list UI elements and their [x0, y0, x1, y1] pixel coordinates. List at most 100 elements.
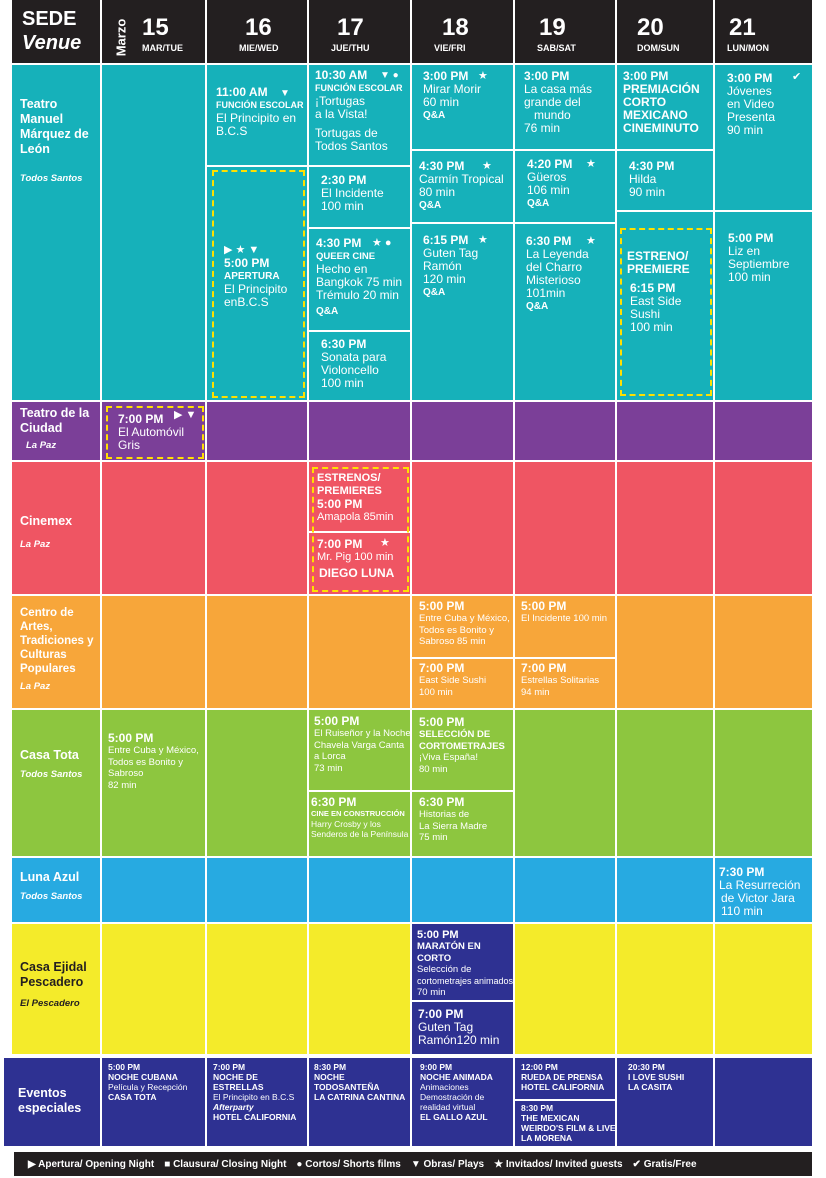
venue-ejidal: Casa Ejidal Pescadero El Pescadero	[12, 924, 102, 1056]
event[interactable]: 6:30 PM CINE EN CONSTRUCCIÓN Harry Crosb…	[311, 795, 412, 839]
venue-cinemex: Cinemex La Paz	[12, 462, 102, 596]
star-icon: ★	[478, 234, 488, 246]
event[interactable]: 5:00 PM MARATÓN EN CORTO Selección de co…	[417, 929, 515, 999]
event[interactable]: 8:30 PM THE MEXICAN WEIRDO'S FILM & LIVE…	[521, 1103, 617, 1143]
divider	[515, 149, 617, 151]
cell-centro-19	[515, 596, 617, 710]
venue-label: Venue	[22, 32, 82, 54]
event-time: 6:30 PM	[311, 795, 357, 809]
event-line: La Sierra Madre	[419, 820, 488, 832]
event-line: MEXICANO	[623, 108, 688, 122]
event-line: Chavela Varga Canta	[314, 739, 405, 751]
star-icon: ★	[586, 158, 596, 170]
event[interactable]: 5:00 PM El Ruiseñor y la Noche Chavela V…	[314, 714, 412, 774]
event[interactable]: 3:00 PM Jóvenes en Video Presenta 90 min	[727, 72, 811, 137]
event[interactable]: 10:30 AM FUNCIÓN ESCOLAR ¡Tortugas a la …	[315, 69, 411, 153]
event[interactable]: 6:15 PM Guten Tag Ramón 120 min Q&A	[423, 234, 513, 299]
event[interactable]: 4:30 PM Carmín Tropical 80 min Q&A	[419, 160, 514, 212]
event-line: PREMIERES	[317, 485, 382, 497]
event-line: 100 min	[630, 320, 673, 334]
event[interactable]: 7:00 PM Estrellas Solitarias 94 min	[521, 662, 617, 698]
legend-label: Obras/ Plays	[423, 1158, 485, 1170]
event[interactable]: 7:30 PM La Resurreción de Victor Jara 11…	[719, 866, 812, 918]
event[interactable]: 5:00 PM SELECCIÓN DE CORTOMETRAJES ¡Viva…	[419, 715, 515, 775]
event[interactable]: 3:00 PM Mirar Morir 60 min Q&A	[423, 70, 513, 122]
event[interactable]: 5:00 PM Liz en Septiembre 100 min	[728, 232, 812, 284]
event[interactable]: 3:00 PM PREMIACIÓN CORTO MEXICANO CINEMI…	[623, 70, 715, 135]
event-line: RUEDA DE PRENSA	[521, 1072, 603, 1082]
event-time: 7:30 PM	[719, 865, 765, 879]
event[interactable]: 5:00 PM Entre Cuba y México, Todos es Bo…	[419, 600, 515, 648]
event[interactable]: 6:30 PM Sonata para Violoncello 100 min	[321, 338, 411, 390]
event[interactable]: ▶ ★ ▼ 5:00 PM APERTURA El Principito enB…	[224, 244, 306, 309]
event-time: 3:00 PM	[727, 71, 773, 85]
event-line: CORTO	[623, 95, 667, 109]
cell-ejidal-17	[309, 924, 412, 1056]
cell-ciudad-15	[102, 402, 207, 462]
cell-eventos-16	[207, 1058, 309, 1148]
event-line: 100 min	[321, 199, 364, 213]
event[interactable]: 4:30 PM Hilda 90 min	[629, 160, 714, 199]
event[interactable]: 9:00 PM NOCHE ANIMADA Animaciones Demost…	[420, 1062, 515, 1122]
cell-teatro-16	[207, 65, 309, 402]
event-line: Sabroso 85 min	[419, 636, 486, 647]
event[interactable]: 7:00 PM Mr. Pig 100 min DIEGO LUNA	[317, 538, 411, 580]
event[interactable]: 7:00 PM El Automóvil Gris	[118, 413, 206, 452]
event[interactable]: 4:20 PM Güeros 106 min Q&A	[527, 158, 615, 210]
event-line: 106 min	[527, 183, 570, 197]
cell-teatro-15	[102, 65, 207, 402]
event-time: 7:00 PM	[521, 661, 567, 675]
cell-centro-18	[412, 596, 515, 710]
event[interactable]: 7:00 PM NOCHE DE ESTRELLAS El Principito…	[213, 1062, 309, 1122]
event[interactable]: 5:00 PM Entre Cuba y México, Todos es Bo…	[108, 731, 206, 791]
cell-teatro-21	[715, 65, 812, 402]
event[interactable]: 8:30 PM NOCHE TODOSANTEÑA LA CATRINA CAN…	[314, 1062, 412, 1102]
event[interactable]: 20:30 PM I LOVE SUSHI LA CASITA	[628, 1062, 714, 1092]
cell-luna-18	[412, 858, 515, 924]
event-line: cortometrajes animados	[417, 975, 514, 986]
cell-luna-16	[207, 858, 309, 924]
cell-cinemex-21	[715, 462, 812, 596]
event[interactable]: ESTRENOS/ PREMIERES 5:00 PM Amapola 85mi…	[317, 472, 411, 524]
event-line: Animaciones	[420, 1082, 469, 1092]
cell-tota-20	[617, 710, 715, 858]
event[interactable]: 6:30 PM La Leyenda del Charro Misterioso…	[526, 235, 614, 313]
event[interactable]: 2:30 PM El Incidente 100 min	[321, 174, 411, 213]
event-line: Jóvenes	[727, 84, 772, 98]
divider	[309, 165, 412, 167]
divider	[412, 1000, 515, 1002]
event[interactable]: 5:00 PM NOCHE CUBANA Película y Recepció…	[108, 1062, 206, 1102]
event-line: La casa más	[524, 82, 593, 96]
event[interactable]: 3:00 PM La casa más grande del mundo 76 …	[524, 70, 614, 135]
legend-label: Cortos/ Shorts films	[305, 1158, 401, 1170]
venue-name: Centro de Artes, Tradiciones y Culturas …	[20, 607, 94, 675]
cell-ciudad-21	[715, 402, 812, 462]
cell-eventos-21	[715, 1058, 812, 1148]
event[interactable]: 4:30 PM QUEER CINE Hecho en Bangkok 75 m…	[316, 237, 412, 318]
event[interactable]: 5:00 PM El Incidente 100 min	[521, 600, 617, 625]
event-time: 4:30 PM	[629, 159, 675, 173]
divider	[515, 1099, 617, 1101]
event[interactable]: 11:00 AM FUNCIÓN ESCOLAR El Principito e…	[216, 86, 308, 138]
event[interactable]: 7:00 PM East Side Sushi 100 min	[419, 662, 515, 698]
day-of-week: LUN/MON	[727, 43, 769, 53]
event[interactable]: 6:30 PM Historias de La Sierra Madre 75 …	[419, 795, 515, 844]
premiere-box	[312, 467, 409, 592]
event[interactable]: ESTRENO/ PREMIERE 6:15 PM East Side Sush…	[627, 250, 712, 334]
venue-name: Casa Ejidal Pescadero	[20, 960, 87, 989]
event-time: 5:00 PM	[417, 929, 459, 941]
event-line: Q&A	[423, 287, 446, 298]
sede-label: SEDE	[22, 8, 77, 30]
event-line: 100 min	[728, 270, 771, 284]
venue-location: La Paz	[20, 539, 51, 550]
event-time: 5:00 PM	[419, 715, 465, 729]
event[interactable]: 12:00 PM RUEDA DE PRENSA HOTEL CALIFORNI…	[521, 1062, 617, 1092]
event-line: I LOVE SUSHI	[628, 1072, 685, 1082]
premiere-box	[620, 228, 712, 396]
cell-luna-19	[515, 858, 617, 924]
event[interactable]: 7:00 PM Guten Tag Ramón120 min	[418, 1008, 515, 1047]
cell-ciudad-19	[515, 402, 617, 462]
legend-invitados: ★ Invitados/ Invited guests	[494, 1159, 622, 1170]
event-time: 6:30 PM	[526, 234, 572, 248]
cell-tota-19	[515, 710, 617, 858]
